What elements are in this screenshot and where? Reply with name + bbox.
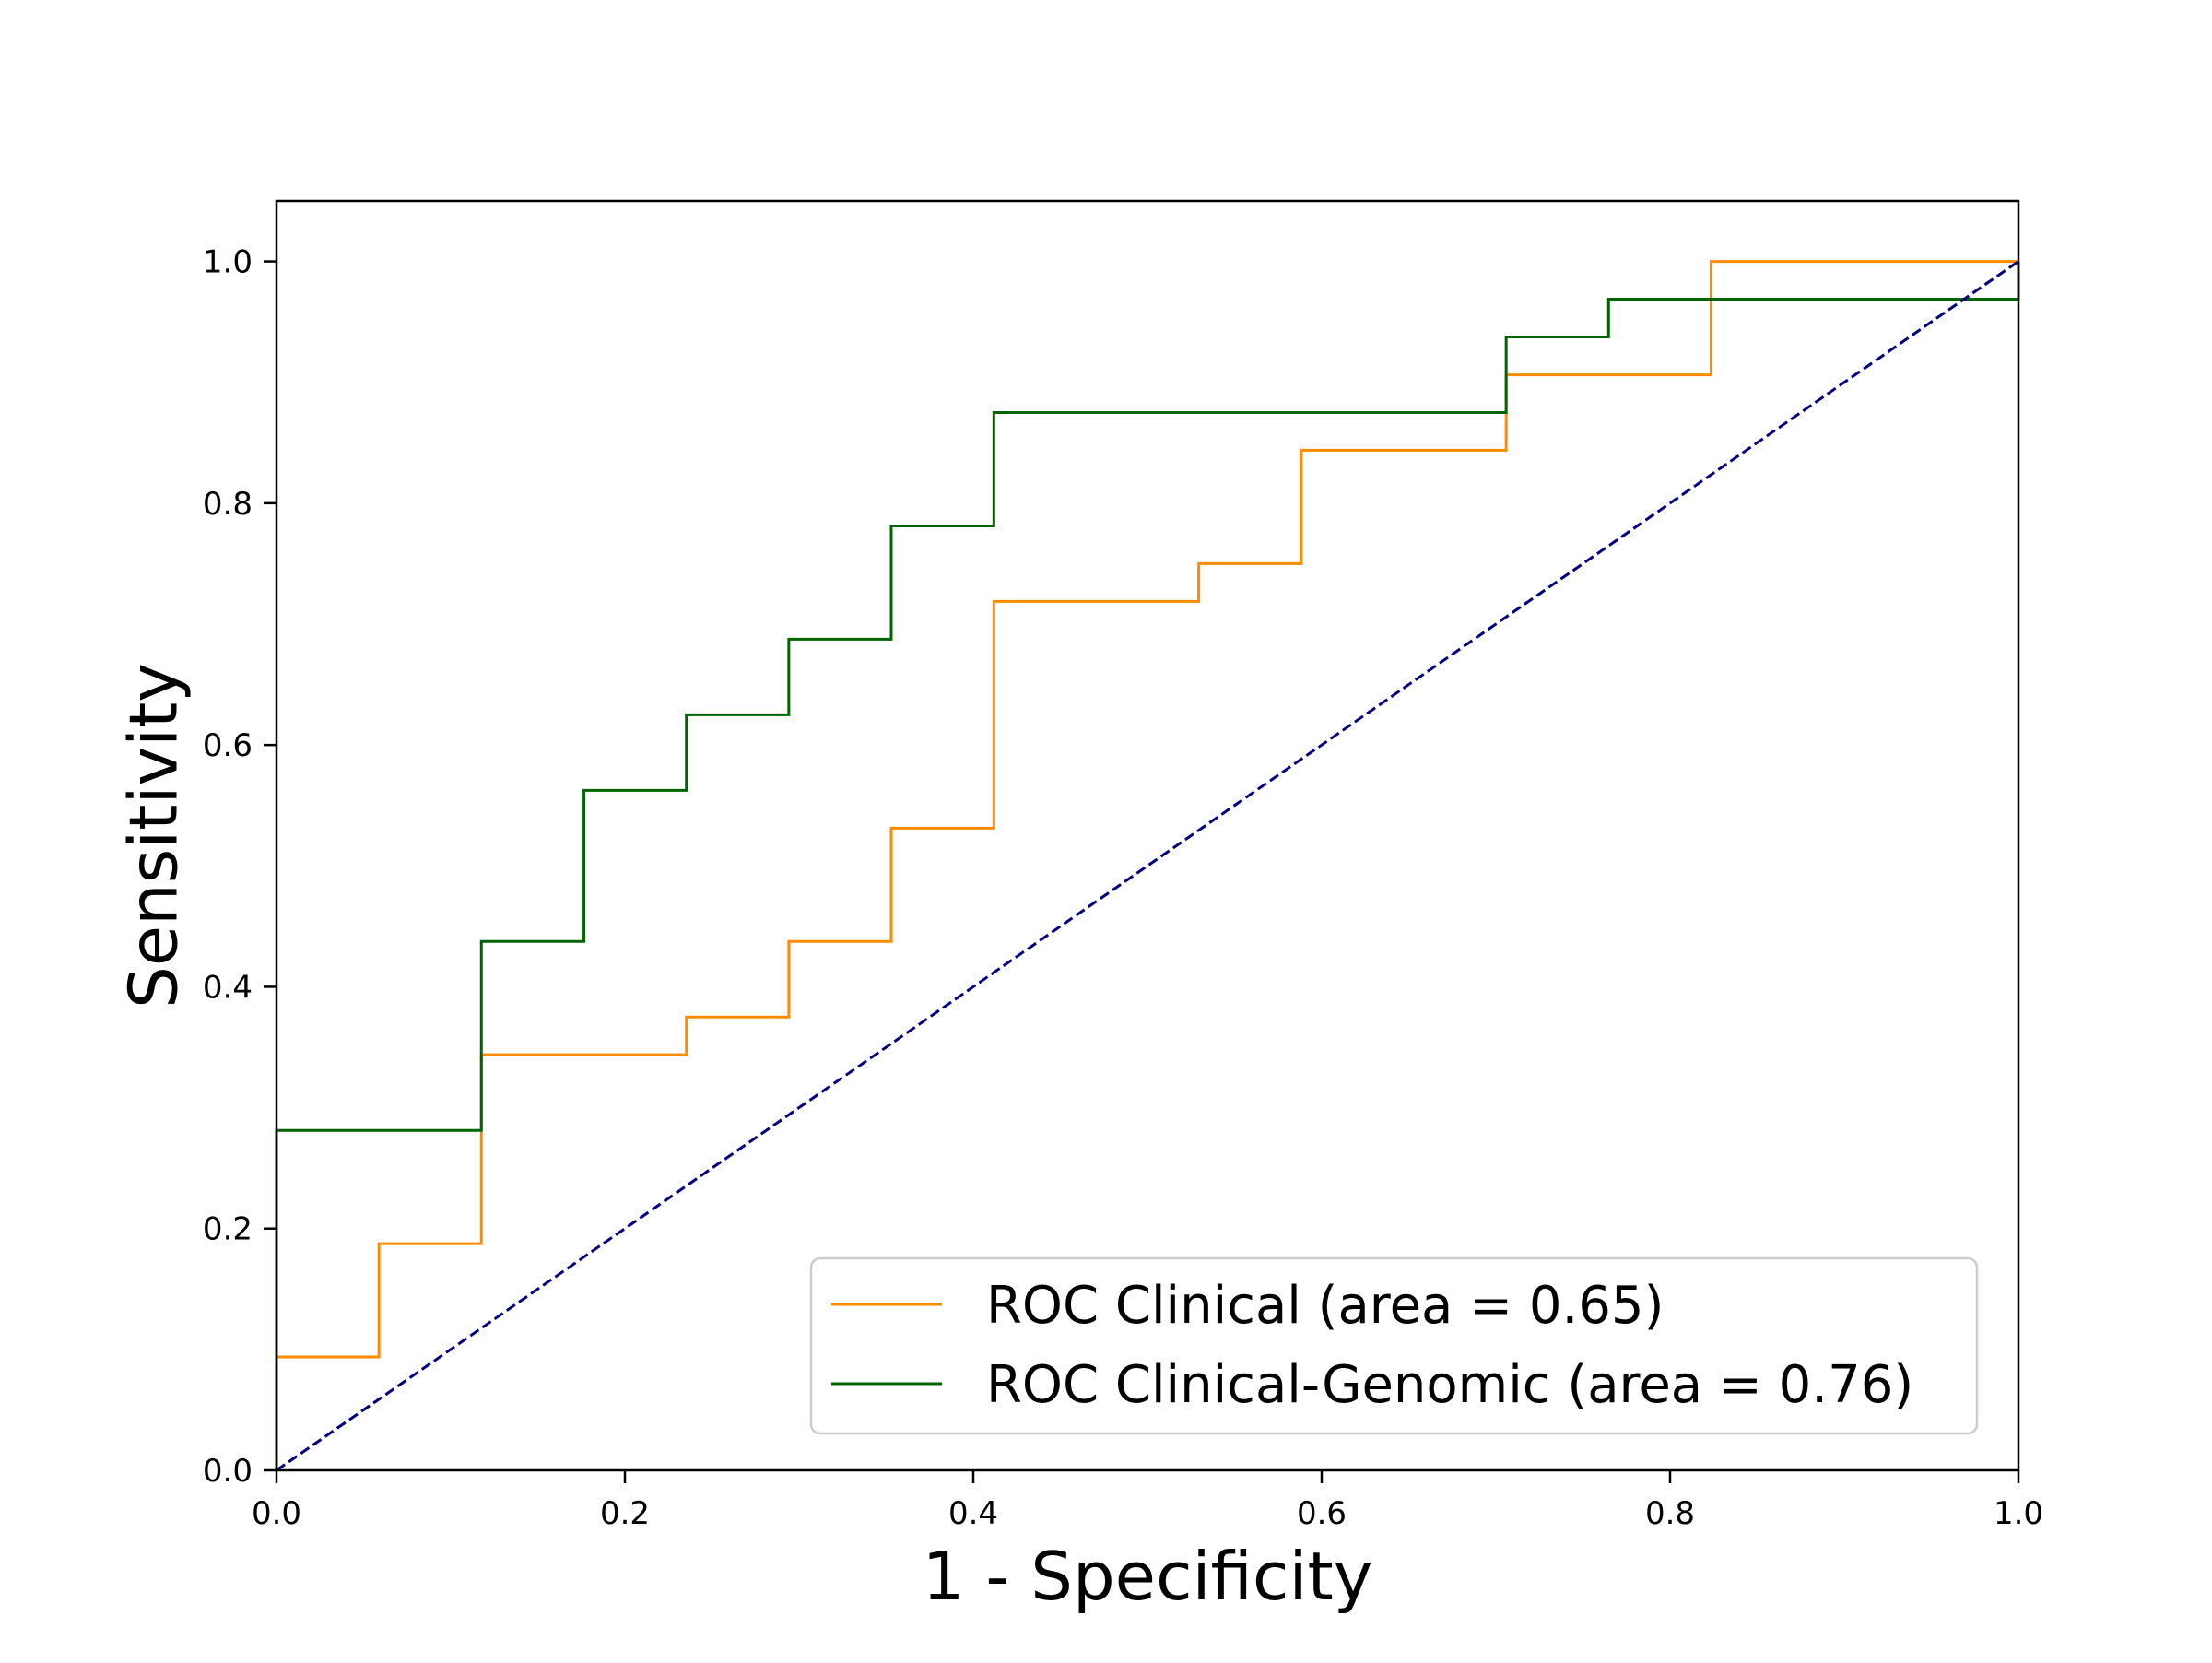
series-line-2 xyxy=(275,261,2020,1470)
y-tick-label: 0.8 xyxy=(203,486,253,523)
legend: ROC Clinical (area = 0.65) ROC Clinical-G… xyxy=(809,1256,1979,1435)
plot-frame xyxy=(275,199,2020,1472)
series-line-1 xyxy=(275,260,2018,1470)
x-tick-label: 0.2 xyxy=(600,1495,650,1532)
legend-box xyxy=(809,1256,1979,1435)
x-tick-label: 0.6 xyxy=(1297,1495,1347,1532)
x-tick-label: 0.8 xyxy=(1645,1495,1695,1532)
y-tick-label: 1.0 xyxy=(203,244,253,281)
y-tick-label: 0.0 xyxy=(203,1453,253,1490)
y-axis-label: Sensitivity xyxy=(115,663,193,1008)
x-axis-label: 1 - Specificity xyxy=(923,1538,1373,1615)
x-tick-label: 0.0 xyxy=(252,1495,301,1532)
y-tick-label: 0.6 xyxy=(203,727,253,764)
series-layer xyxy=(275,260,2020,1472)
ticks-layer: 0.0 0.2 0.4 0.6 0.8 1.0 0.0 0.2 0.4 0.6 0.8 1.0 xyxy=(203,244,2043,1532)
y-tick-label: 0.4 xyxy=(203,969,253,1006)
x-tick-label: 1.0 xyxy=(1994,1495,2043,1532)
y-tick-label: 0.2 xyxy=(203,1211,253,1248)
x-tick-label: 0.4 xyxy=(948,1495,998,1532)
legend-label: ROC Clinical-Genomic (area = 0.76) xyxy=(986,1355,1913,1415)
legend-label: ROC Clinical (area = 0.65) xyxy=(986,1276,1664,1336)
